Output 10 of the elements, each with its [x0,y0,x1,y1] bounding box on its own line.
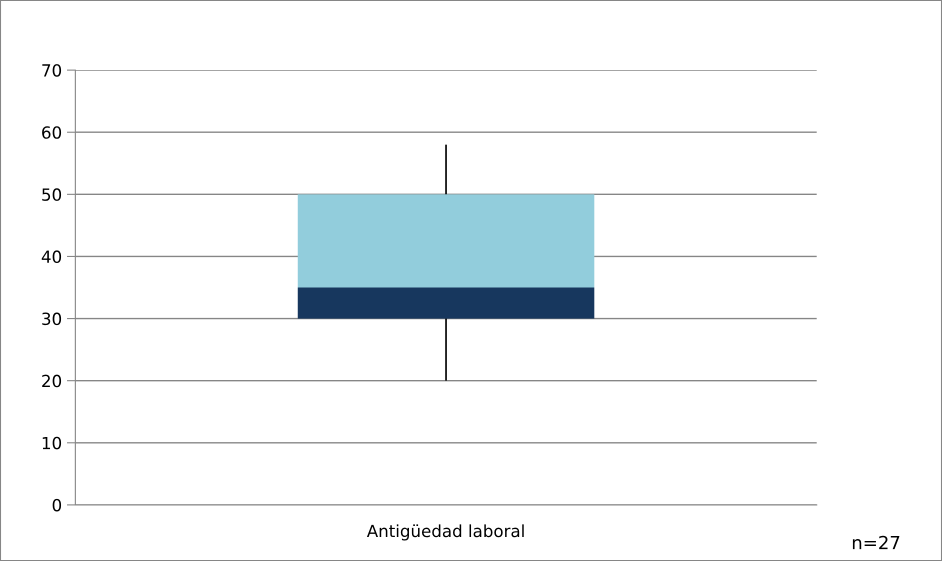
y-tick-label: 20 [42,374,62,388]
y-tick-label: 10 [42,436,62,450]
y-tick-label: 50 [42,188,62,201]
y-tick-label: 40 [42,250,62,264]
x-tick-label: Antigüedad laboral [366,524,524,540]
text: n=27 [852,536,900,550]
y-tick-label: 30 [42,312,62,326]
y-tick-label: 70 [42,64,62,77]
y-tick-label: 0 [52,498,62,512]
y-tick-label: 60 [42,126,62,139]
